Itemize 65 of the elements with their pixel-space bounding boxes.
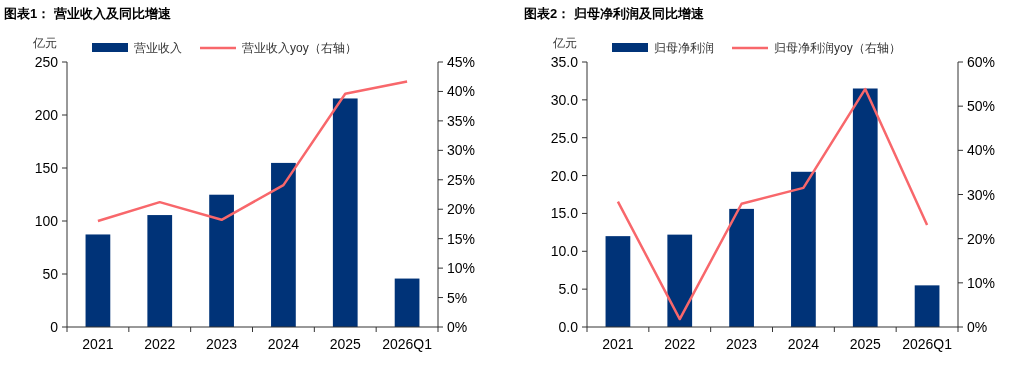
- chart-title: 图表2： 归母净利润及同比增速: [524, 6, 705, 21]
- y-tick-label: 35.0: [550, 54, 579, 70]
- line-series: [616, 87, 929, 321]
- y-tick-label: 25.0: [550, 129, 579, 146]
- y-tick-label: 20.0: [550, 167, 579, 184]
- y-tick-label: 10.0: [550, 243, 579, 260]
- y-tick-label: 15.0: [550, 205, 579, 222]
- bar: [332, 98, 358, 327]
- x-tick-label: 2022: [664, 336, 696, 352]
- x-tick-label: 2025: [849, 336, 882, 352]
- y-tick-label: 5.0: [558, 281, 579, 298]
- legend-label: 归母净利润yoy（右轴）: [774, 41, 901, 55]
- bar: [667, 234, 693, 327]
- y-tick-label: 200: [34, 107, 59, 123]
- bar: [147, 215, 173, 327]
- y2-tick-label: 35%: [447, 112, 476, 129]
- y2-tick-label: 30%: [447, 142, 476, 159]
- y2-tick-label: 30%: [967, 186, 996, 203]
- line-series: [96, 80, 409, 223]
- y-tick-label: 30.0: [550, 91, 579, 108]
- legend-label: 归母净利润: [654, 41, 714, 55]
- bar: [394, 278, 420, 327]
- y-tick-label: 150: [34, 160, 59, 176]
- bar: [729, 208, 754, 327]
- y2-tick-label: 40%: [967, 142, 996, 159]
- chart-title: 图表1： 营业收入及同比增速: [4, 6, 172, 21]
- legend-label: 营业收入yoy（右轴）: [242, 41, 357, 55]
- x-tick-label: 2021: [602, 336, 634, 352]
- y-tick-label: 250: [34, 54, 59, 70]
- bar: [271, 162, 296, 327]
- x-tick-label: 2022: [144, 336, 176, 352]
- y-tick-label: 100: [34, 213, 59, 229]
- y-axis-title: 亿元: [552, 36, 577, 50]
- x-tick-label: 2023: [726, 336, 758, 352]
- bar: [209, 194, 234, 327]
- legend-label: 营业收入: [134, 41, 182, 55]
- x-tick-label: 2025: [329, 336, 362, 352]
- x-tick-label: 2024: [787, 336, 820, 352]
- y-tick-label: 50: [42, 266, 59, 282]
- y2-tick-label: 0%: [967, 319, 988, 335]
- x-tick-label: 2023: [206, 336, 238, 352]
- y2-tick-label: 10%: [447, 260, 476, 277]
- y2-tick-label: 50%: [967, 98, 996, 115]
- bar: [914, 285, 940, 327]
- bar: [85, 234, 111, 327]
- y2-tick-label: 60%: [967, 54, 996, 70]
- y2-tick-label: 0%: [447, 319, 468, 335]
- x-tick-label: 2026Q1: [902, 336, 953, 352]
- y2-tick-label: 45%: [447, 54, 476, 70]
- bar: [605, 236, 631, 327]
- y-tick-label: 0.0: [558, 319, 579, 335]
- bar: [852, 88, 878, 327]
- y2-tick-label: 25%: [447, 171, 476, 188]
- y2-tick-label: 20%: [967, 230, 996, 247]
- y-tick-label: 0: [50, 319, 59, 335]
- y2-tick-label: 40%: [447, 83, 476, 100]
- x-tick-label: 2024: [267, 336, 300, 352]
- bar: [791, 171, 816, 327]
- y2-tick-label: 20%: [447, 201, 476, 218]
- x-tick-label: 2021: [82, 336, 114, 352]
- y-axis-title: 亿元: [32, 36, 57, 50]
- y2-tick-label: 5%: [447, 289, 468, 306]
- x-tick-label: 2026Q1: [382, 336, 433, 352]
- y2-tick-label: 15%: [447, 230, 476, 247]
- y2-tick-label: 10%: [967, 274, 996, 291]
